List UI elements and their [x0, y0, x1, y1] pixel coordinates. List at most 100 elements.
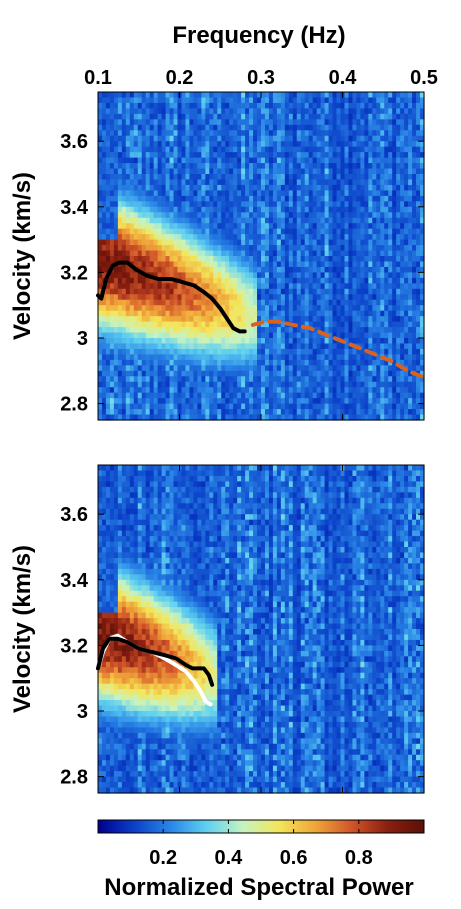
- heatmap-cell: [193, 310, 198, 317]
- heatmap-cell: [149, 119, 155, 126]
- heatmap-cell: [280, 343, 286, 350]
- heatmap-cell: [384, 157, 389, 164]
- heatmap-cell: [364, 92, 369, 99]
- heatmap-cell: [392, 108, 397, 115]
- heatmap-cell: [388, 206, 393, 213]
- heatmap-cell: [352, 387, 358, 394]
- heatmap-cell: [145, 343, 151, 350]
- heatmap-cell: [340, 135, 346, 142]
- heatmap-cell: [356, 283, 361, 290]
- heatmap-cell: [233, 201, 238, 208]
- heatmap-cell: [352, 266, 358, 273]
- heatmap-cell: [177, 272, 183, 279]
- heatmap-cell: [161, 201, 167, 208]
- heatmap-cell: [300, 195, 306, 202]
- heatmap-cell: [101, 403, 107, 410]
- heatmap-cell: [388, 108, 393, 115]
- heatmap-cell: [105, 135, 111, 142]
- heatmap-cell: [356, 348, 361, 355]
- heatmap-cell: [98, 168, 103, 175]
- heatmap-cell: [324, 113, 330, 120]
- heatmap-cell: [141, 403, 147, 410]
- heatmap-cell: [181, 102, 187, 109]
- heatmap-cell: [173, 409, 179, 416]
- heatmap-cell: [185, 332, 191, 339]
- heatmap-cell: [344, 195, 350, 202]
- heatmap-cell: [98, 579, 103, 586]
- heatmap-cell: [320, 195, 326, 202]
- heatmap-cell: [169, 234, 175, 241]
- heatmap-cell: [336, 381, 342, 388]
- heatmap-cell: [320, 190, 326, 197]
- heatmap-cell: [253, 310, 258, 317]
- heatmap-cell: [161, 141, 167, 148]
- heatmap-cell: [125, 217, 131, 224]
- heatmap-cell: [181, 261, 187, 268]
- heatmap-cell: [225, 387, 230, 394]
- heatmap-cell: [264, 343, 270, 350]
- heatmap-cell: [197, 168, 202, 175]
- heatmap-cell: [380, 92, 385, 99]
- heatmap-cell: [113, 168, 119, 175]
- heatmap-cell: [221, 174, 226, 181]
- heatmap-cell: [264, 250, 270, 257]
- heatmap-cell: [328, 201, 334, 208]
- heatmap-cell: [324, 108, 330, 115]
- heatmap-cell: [125, 359, 131, 366]
- heatmap-cell: [221, 359, 226, 366]
- heatmap-cell: [264, 403, 270, 410]
- heatmap-cell: [292, 359, 298, 366]
- heatmap-cell: [316, 343, 322, 350]
- heatmap-cell: [300, 157, 306, 164]
- bottom-heatmap: [98, 465, 425, 794]
- heatmap-cell: [284, 179, 290, 186]
- heatmap-cell: [412, 179, 417, 186]
- heatmap-cell: [288, 239, 294, 246]
- heatmap-cell: [237, 376, 242, 383]
- heatmap-cell: [221, 206, 226, 213]
- heatmap-cell: [173, 299, 179, 306]
- heatmap-cell: [189, 168, 195, 175]
- heatmap-cell: [320, 141, 326, 148]
- heatmap-cell: [276, 184, 282, 191]
- heatmap-cell: [412, 92, 417, 99]
- heatmap-cell: [98, 343, 103, 350]
- heatmap-cell: [372, 266, 377, 273]
- heatmap-cell: [308, 250, 314, 257]
- heatmap-cell: [408, 414, 413, 421]
- heatmap-cell: [173, 108, 179, 115]
- heatmap-cell: [344, 217, 350, 224]
- heatmap-cell: [213, 250, 218, 257]
- heatmap-cell: [125, 190, 131, 197]
- heatmap-cell: [396, 174, 401, 181]
- heatmap-cell: [221, 130, 226, 137]
- heatmap-cell: [169, 212, 175, 219]
- heatmap-cell: [105, 184, 111, 191]
- heatmap-cell: [237, 108, 242, 115]
- heatmap-cell: [336, 327, 342, 334]
- heatmap-cell: [133, 108, 139, 115]
- heatmap-cell: [217, 234, 222, 241]
- heatmap-cell: [137, 174, 143, 181]
- heatmap-cell: [201, 327, 206, 334]
- heatmap-cell: [221, 272, 226, 279]
- heatmap-cell: [153, 212, 159, 219]
- heatmap-cell: [237, 277, 242, 284]
- heatmap-cell: [416, 299, 421, 306]
- heatmap-cell: [257, 414, 262, 421]
- heatmap-cell: [416, 414, 421, 421]
- heatmap-cell: [372, 179, 377, 186]
- heatmap-cell: [312, 223, 318, 230]
- heatmap-cell: [221, 239, 226, 246]
- heatmap-cell: [185, 239, 191, 246]
- heatmap-cell: [213, 365, 218, 372]
- heatmap-cell: [364, 305, 369, 312]
- heatmap-cell: [352, 294, 358, 301]
- heatmap-cell: [117, 108, 123, 115]
- heatmap-cell: [404, 223, 409, 230]
- heatmap-cell: [312, 157, 318, 164]
- heatmap-cell: [149, 305, 155, 312]
- heatmap-cell: [185, 348, 191, 355]
- heatmap-cell: [181, 201, 187, 208]
- heatmap-cell: [161, 250, 167, 257]
